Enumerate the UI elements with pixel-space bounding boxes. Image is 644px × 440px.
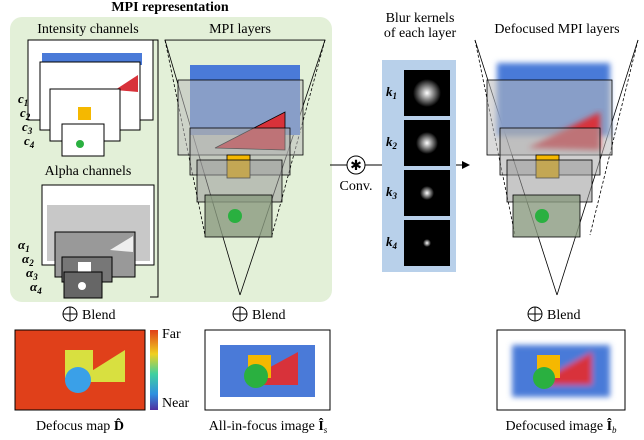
kernel-item: k1: [386, 84, 397, 101]
caption-text: Defocus map: [36, 419, 114, 434]
alpha-item: α1: [18, 237, 30, 254]
label-sub: 2: [28, 258, 34, 268]
colorbar-near: Near: [162, 396, 190, 411]
label-base: k: [386, 184, 393, 199]
intensity-item: c1: [18, 91, 28, 108]
caption-text: All-in-focus image: [209, 419, 319, 434]
label-base: α: [22, 251, 30, 266]
kernels-label: Blur kernels: [386, 11, 455, 26]
label-sub: 2: [25, 112, 31, 122]
kernel-blob: [423, 239, 431, 247]
label-sub: 3: [392, 191, 398, 201]
label-sub: 1: [25, 244, 30, 254]
label-base: c: [20, 105, 26, 120]
label-sub: 1: [393, 91, 398, 101]
caption-sub: b: [612, 425, 617, 435]
intensity-item: c2: [20, 105, 31, 122]
alpha-item: α3: [26, 265, 38, 282]
arrow-head: [462, 161, 470, 169]
label-base: c: [24, 133, 30, 148]
mpi-layers-label: MPI layers: [209, 22, 271, 37]
label-sub: 3: [27, 126, 33, 136]
label-sub: 1: [24, 98, 29, 108]
label-base: k: [386, 234, 393, 249]
label-base: c: [18, 91, 24, 106]
label-base: α: [18, 237, 26, 252]
label-base: α: [26, 265, 34, 280]
caption: All-in-focus image Îs: [209, 417, 328, 435]
conv-star: ✱: [350, 159, 362, 174]
conv-label: Conv.: [340, 179, 373, 194]
kernel-blob: [413, 79, 441, 107]
caption-symbol: Î: [318, 417, 323, 434]
caption-symbol: D̂: [114, 417, 124, 434]
blend-label: Blend: [252, 308, 285, 323]
mpi-frustum: [164, 39, 326, 296]
label-base: k: [386, 84, 393, 99]
caption: Defocus map D̂: [36, 417, 124, 434]
blend-cross: [233, 307, 247, 321]
alpha-stack: [41, 184, 155, 299]
caption-symbol: Î: [607, 417, 612, 434]
label-base: k: [386, 134, 393, 149]
label-sub: 4: [392, 241, 398, 251]
label-base: c: [22, 119, 28, 134]
defocused-layers-label: Defocused MPI layers: [494, 22, 619, 37]
all-in-focus-image: [204, 329, 331, 411]
defocused-image: [496, 329, 626, 411]
title: MPI representation: [111, 0, 229, 15]
caption-text: Defocused image: [505, 419, 606, 434]
intensity-item: c3: [22, 119, 33, 136]
bracket: [150, 39, 159, 298]
kernel-blob: [420, 186, 434, 200]
intensity-item: c4: [24, 133, 35, 150]
conv-symbol: [346, 155, 366, 175]
alpha-label: Alpha channels: [45, 164, 132, 179]
caption: Defocused image Îb: [505, 417, 617, 435]
colorbar-far: Far: [162, 327, 181, 342]
intensity-label: Intensity channels: [37, 22, 138, 37]
alpha-item: α4: [30, 279, 42, 296]
blend-label: Blend: [547, 308, 580, 323]
caption-sub: s: [324, 425, 328, 435]
alpha-item: α2: [22, 251, 34, 268]
label-sub: 4: [36, 286, 42, 296]
label-base: α: [30, 279, 38, 294]
defocus-map: [14, 329, 158, 411]
kernels-label: of each layer: [384, 26, 457, 41]
kernel-item: k2: [386, 134, 398, 151]
intensity-stack: [27, 39, 154, 157]
blend-cross: [63, 307, 77, 321]
label-sub: 4: [29, 140, 35, 150]
blend-label: Blend: [82, 308, 115, 323]
kernel-item: k3: [386, 184, 398, 201]
defocused-frustum: [474, 39, 639, 296]
label-sub: 3: [32, 272, 38, 282]
kernel-blob: [416, 132, 438, 154]
kernel-item: k4: [386, 234, 398, 251]
blend-cross: [528, 307, 542, 321]
label-sub: 2: [392, 141, 398, 151]
